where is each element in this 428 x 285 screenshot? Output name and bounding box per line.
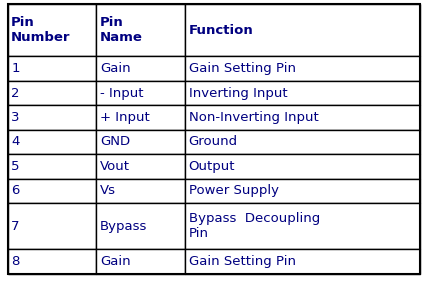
Text: Function: Function — [189, 24, 253, 37]
Text: Vs: Vs — [100, 184, 116, 197]
Text: Ground: Ground — [189, 135, 238, 148]
Bar — [96, 130, 185, 154]
Text: 6: 6 — [11, 184, 20, 197]
Bar — [185, 130, 420, 154]
Text: - Input: - Input — [100, 87, 143, 99]
Bar — [96, 81, 185, 105]
Text: 5: 5 — [11, 160, 20, 173]
Text: 7: 7 — [11, 219, 20, 233]
Bar — [185, 249, 420, 274]
Text: Gain: Gain — [100, 255, 131, 268]
Bar — [185, 203, 420, 249]
Bar — [185, 105, 420, 130]
Text: Gain: Gain — [100, 62, 131, 75]
Text: Output: Output — [189, 160, 235, 173]
Text: Gain Setting Pin: Gain Setting Pin — [189, 255, 296, 268]
Bar — [185, 4, 420, 56]
Text: 1: 1 — [11, 62, 20, 75]
Text: + Input: + Input — [100, 111, 149, 124]
Bar — [185, 179, 420, 203]
Bar — [8, 179, 96, 203]
Bar — [96, 154, 185, 179]
Text: Pin
Number: Pin Number — [11, 16, 71, 44]
Text: Bypass  Decoupling
Pin: Bypass Decoupling Pin — [189, 212, 320, 240]
Text: Vout: Vout — [100, 160, 130, 173]
Text: 4: 4 — [11, 135, 20, 148]
Text: 2: 2 — [11, 87, 20, 99]
Text: GND: GND — [100, 135, 130, 148]
Bar — [96, 4, 185, 56]
Bar — [96, 203, 185, 249]
Bar — [8, 130, 96, 154]
Bar — [96, 105, 185, 130]
Bar — [8, 4, 96, 56]
Bar — [96, 56, 185, 81]
Text: Pin
Name: Pin Name — [100, 16, 143, 44]
Bar — [8, 203, 96, 249]
Text: Non-Inverting Input: Non-Inverting Input — [189, 111, 318, 124]
Bar — [185, 154, 420, 179]
Text: Bypass: Bypass — [100, 219, 147, 233]
Text: Power Supply: Power Supply — [189, 184, 279, 197]
Bar — [185, 56, 420, 81]
Bar — [8, 105, 96, 130]
Text: 8: 8 — [11, 255, 20, 268]
Text: 3: 3 — [11, 111, 20, 124]
Bar — [8, 154, 96, 179]
Bar — [185, 81, 420, 105]
Text: Gain Setting Pin: Gain Setting Pin — [189, 62, 296, 75]
Bar — [8, 249, 96, 274]
Bar — [96, 249, 185, 274]
Bar — [96, 179, 185, 203]
Bar — [8, 81, 96, 105]
Bar — [8, 56, 96, 81]
Text: Inverting Input: Inverting Input — [189, 87, 287, 99]
